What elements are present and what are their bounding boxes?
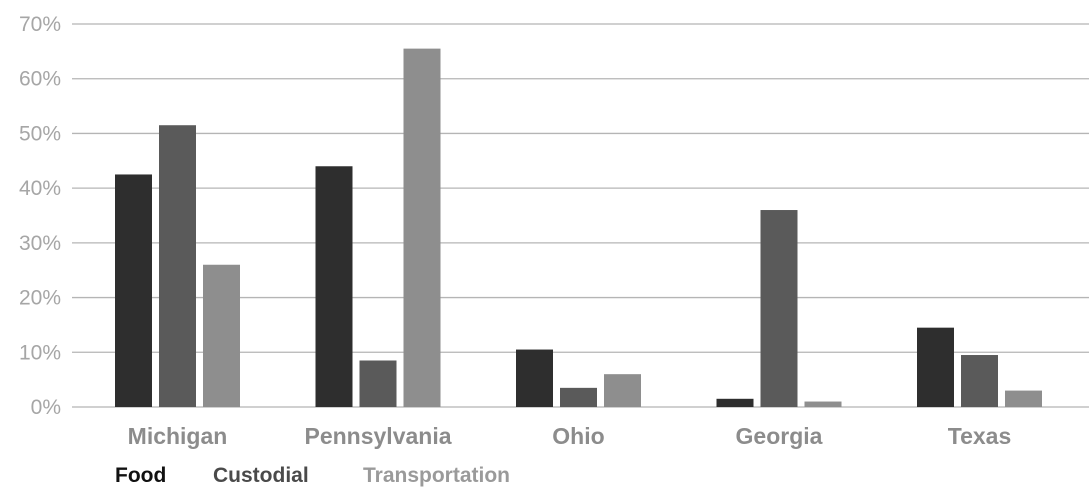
bar-custodial [560,387,597,407]
x-category-label: Pennsylvania [304,423,451,449]
y-tick-label: 20% [19,287,61,310]
x-category-label: Georgia [736,423,823,449]
bar-custodial [760,210,798,407]
bar-transportation [1005,390,1042,407]
bar-custodial [961,355,998,407]
y-tick-label: 10% [19,341,61,364]
bar-food [716,398,754,407]
y-tick-label: 0% [31,396,61,419]
y-tick-label: 40% [19,177,61,200]
bar-food [917,327,954,407]
bar-transportation [804,401,842,407]
bar-transportation [604,374,641,407]
legend-item-food: Food [115,464,166,487]
bar-food [516,349,553,407]
bar-custodial [159,125,196,407]
legend-item-transportation: Transportation [363,464,510,487]
bar-custodial [359,360,397,407]
bar-transportation [403,48,441,407]
y-tick-label: 30% [19,232,61,255]
bar-transportation [203,264,240,407]
bar-food [315,166,353,407]
legend-item-custodial: Custodial [213,464,309,487]
bar-food [115,174,152,407]
y-tick-label: 60% [19,68,61,91]
x-category-label: Michigan [128,423,228,449]
x-category-label: Ohio [552,423,604,449]
x-category-label: Texas [948,423,1012,449]
y-tick-label: 50% [19,122,61,145]
y-tick-label: 70% [19,13,61,36]
